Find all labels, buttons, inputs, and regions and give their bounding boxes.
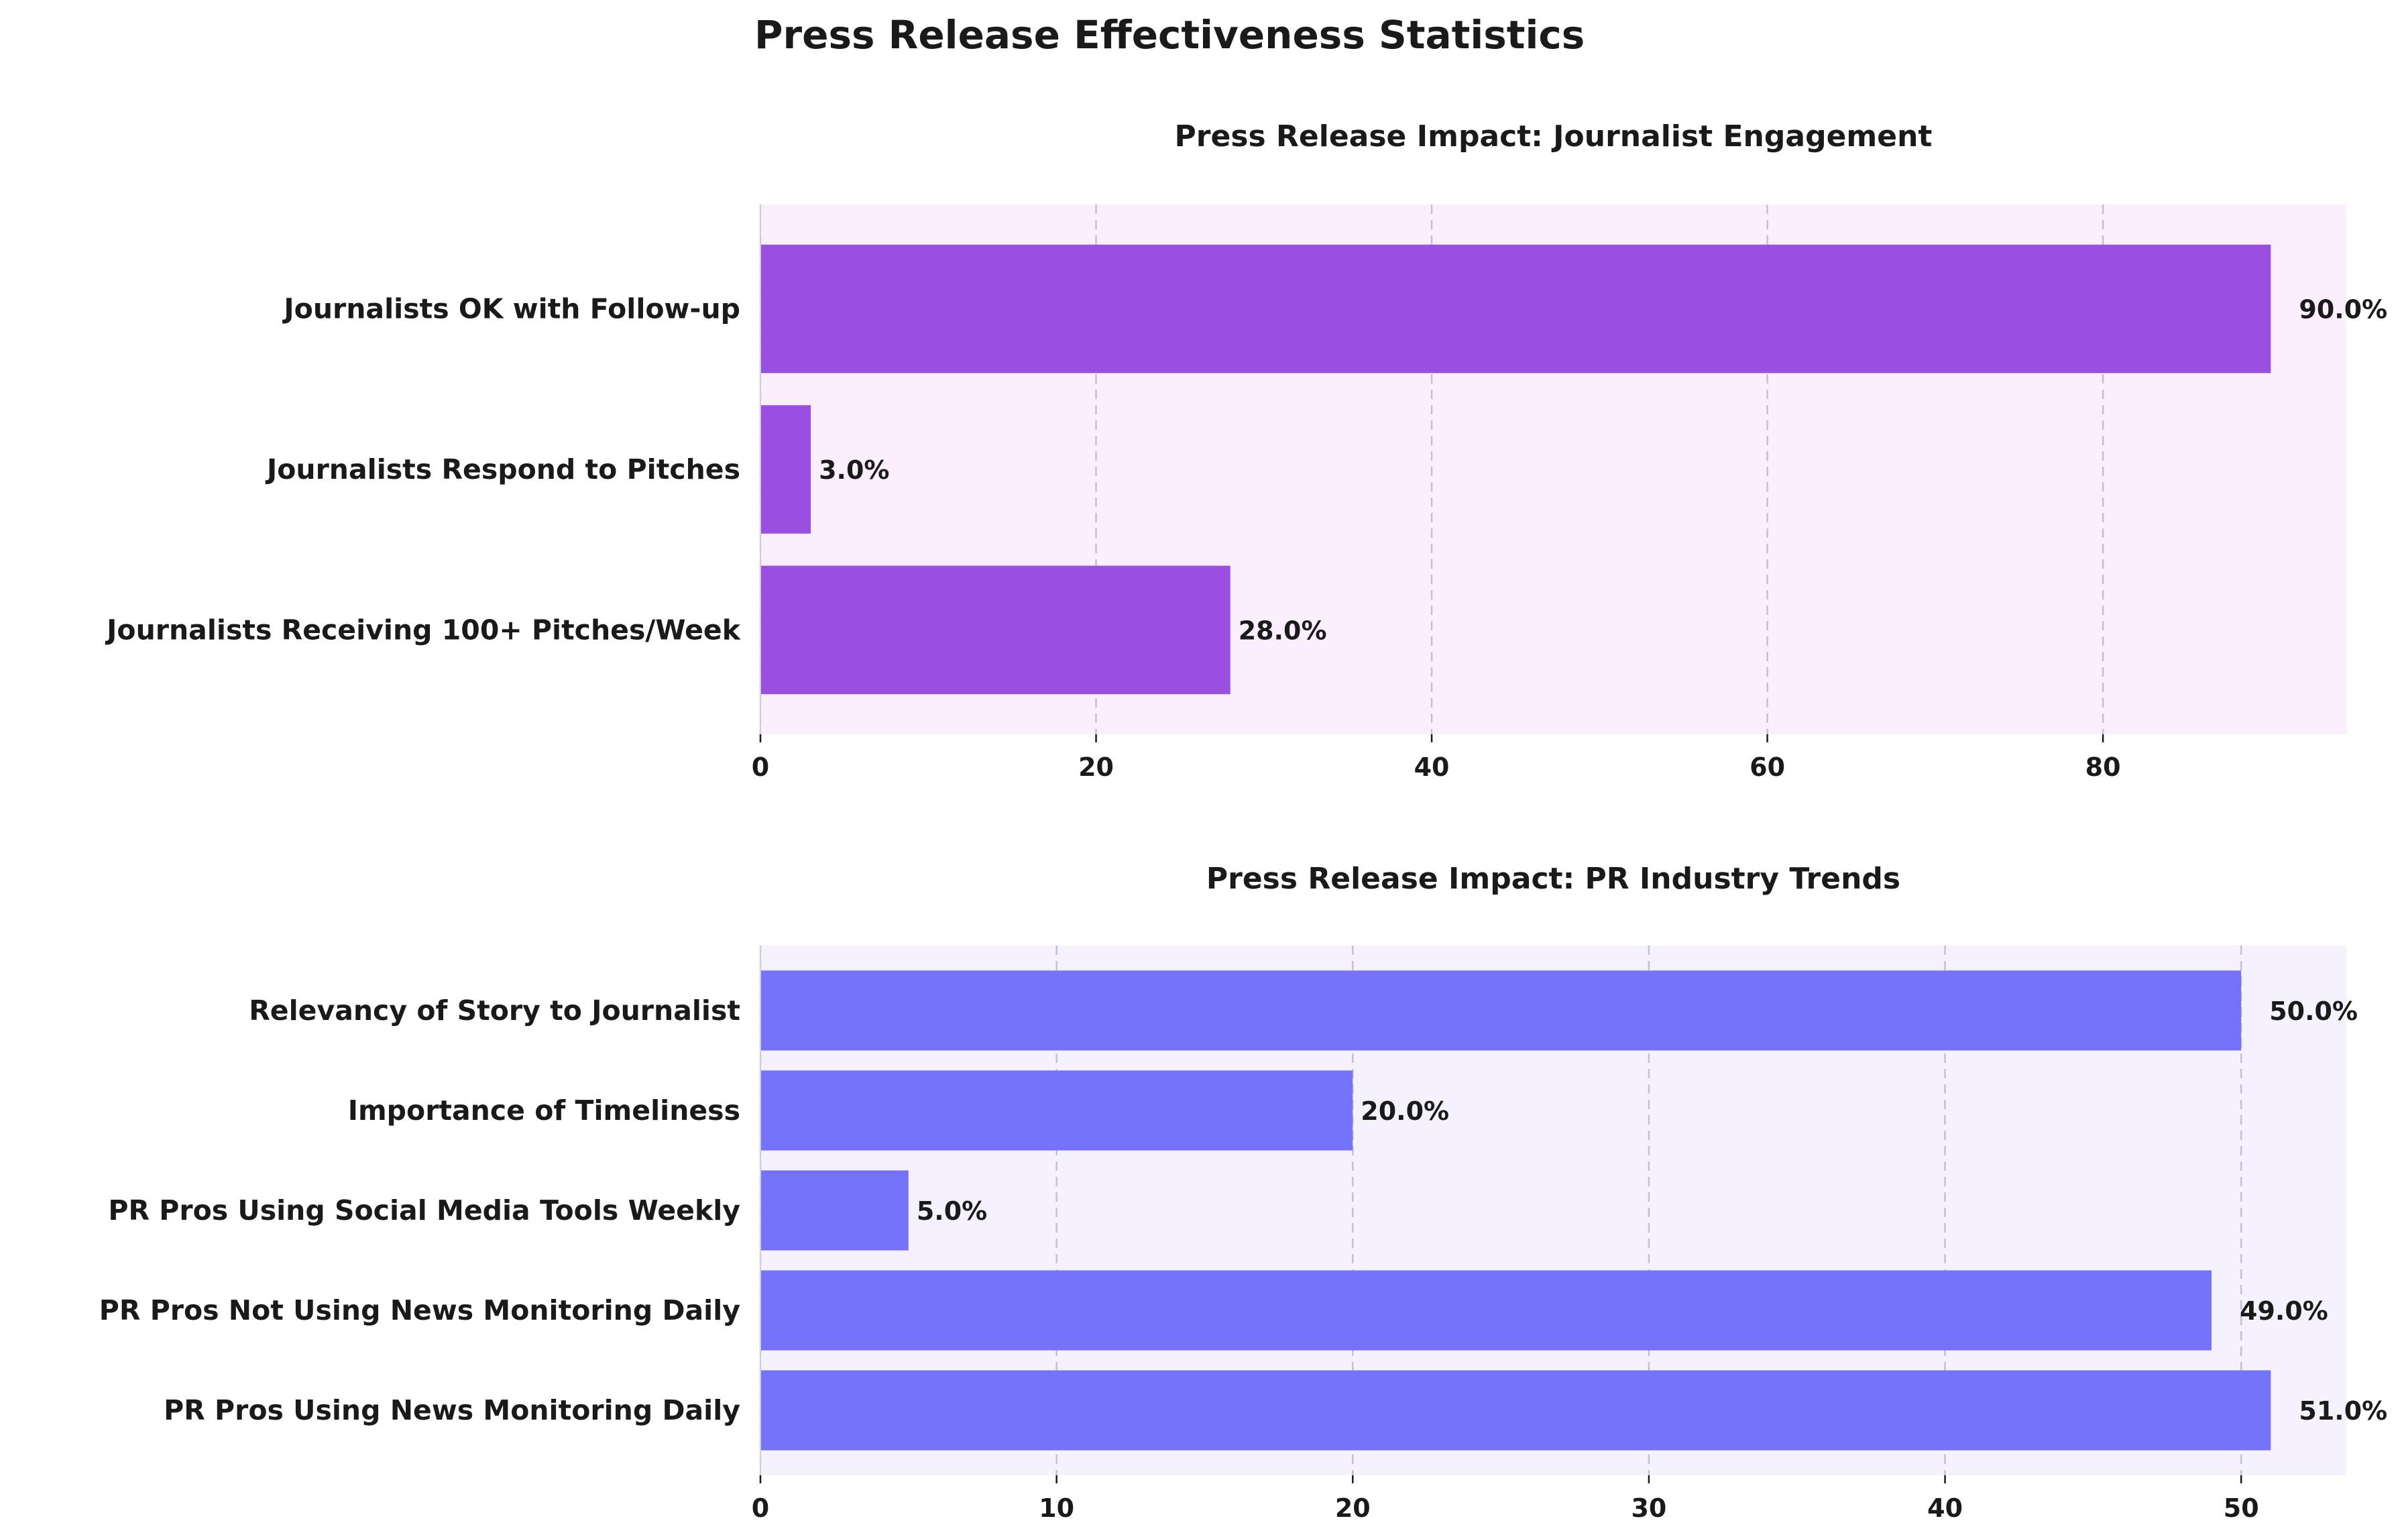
x-tick-label: 30 bbox=[1631, 1493, 1666, 1523]
value-label: 51.0% bbox=[2299, 1396, 2387, 1426]
category-label: Journalists Receiving 100+ Pitches/Week bbox=[105, 614, 742, 646]
chart-title: Press Release Impact: Journalist Engagem… bbox=[1175, 119, 1933, 154]
x-tick-label: 20 bbox=[1078, 752, 1114, 782]
category-label: Relevancy of Story to Journalist bbox=[249, 994, 740, 1027]
x-tick-label: 20 bbox=[1335, 1493, 1371, 1523]
value-label: 49.0% bbox=[2240, 1296, 2328, 1326]
bar bbox=[760, 1170, 909, 1251]
x-tick-label: 0 bbox=[752, 1493, 769, 1523]
category-label: Importance of Timeliness bbox=[348, 1094, 740, 1127]
value-label: 20.0% bbox=[1361, 1096, 1449, 1126]
category-label: Journalists Respond to Pitches bbox=[265, 453, 740, 486]
bar bbox=[760, 244, 2271, 374]
value-label: 5.0% bbox=[917, 1196, 987, 1226]
bar bbox=[760, 1270, 2212, 1351]
x-tick-label: 40 bbox=[1414, 752, 1450, 782]
chart-journalist-engagement: Press Release Impact: Journalist Engagem… bbox=[105, 119, 2387, 782]
bar bbox=[760, 1070, 1353, 1151]
category-label: Journalists OK with Follow-up bbox=[282, 293, 740, 325]
x-tick-label: 0 bbox=[752, 752, 769, 782]
chart-pr-industry-trends: Press Release Impact: PR Industry Trends… bbox=[99, 862, 2387, 1523]
value-label: 3.0% bbox=[819, 455, 889, 485]
x-tick-label: 50 bbox=[2224, 1493, 2259, 1523]
category-label: PR Pros Using News Monitoring Daily bbox=[164, 1394, 740, 1426]
x-tick-label: 80 bbox=[2085, 752, 2121, 782]
value-label: 28.0% bbox=[1239, 616, 1327, 645]
bar bbox=[760, 405, 811, 534]
value-label: 50.0% bbox=[2269, 996, 2358, 1026]
figure-title: Press Release Effectiveness Statistics bbox=[754, 12, 1585, 58]
chart-title: Press Release Impact: PR Industry Trends bbox=[1206, 862, 1900, 896]
bar bbox=[760, 970, 2242, 1051]
bar bbox=[760, 565, 1230, 695]
x-tick-label: 40 bbox=[1927, 1493, 1963, 1523]
category-label: PR Pros Using Social Media Tools Weekly bbox=[108, 1194, 740, 1227]
category-label: PR Pros Not Using News Monitoring Daily bbox=[99, 1294, 740, 1326]
bar bbox=[760, 1370, 2271, 1450]
value-label: 90.0% bbox=[2299, 295, 2387, 325]
x-tick-label: 10 bbox=[1039, 1493, 1074, 1523]
x-tick-label: 60 bbox=[1750, 752, 1785, 782]
